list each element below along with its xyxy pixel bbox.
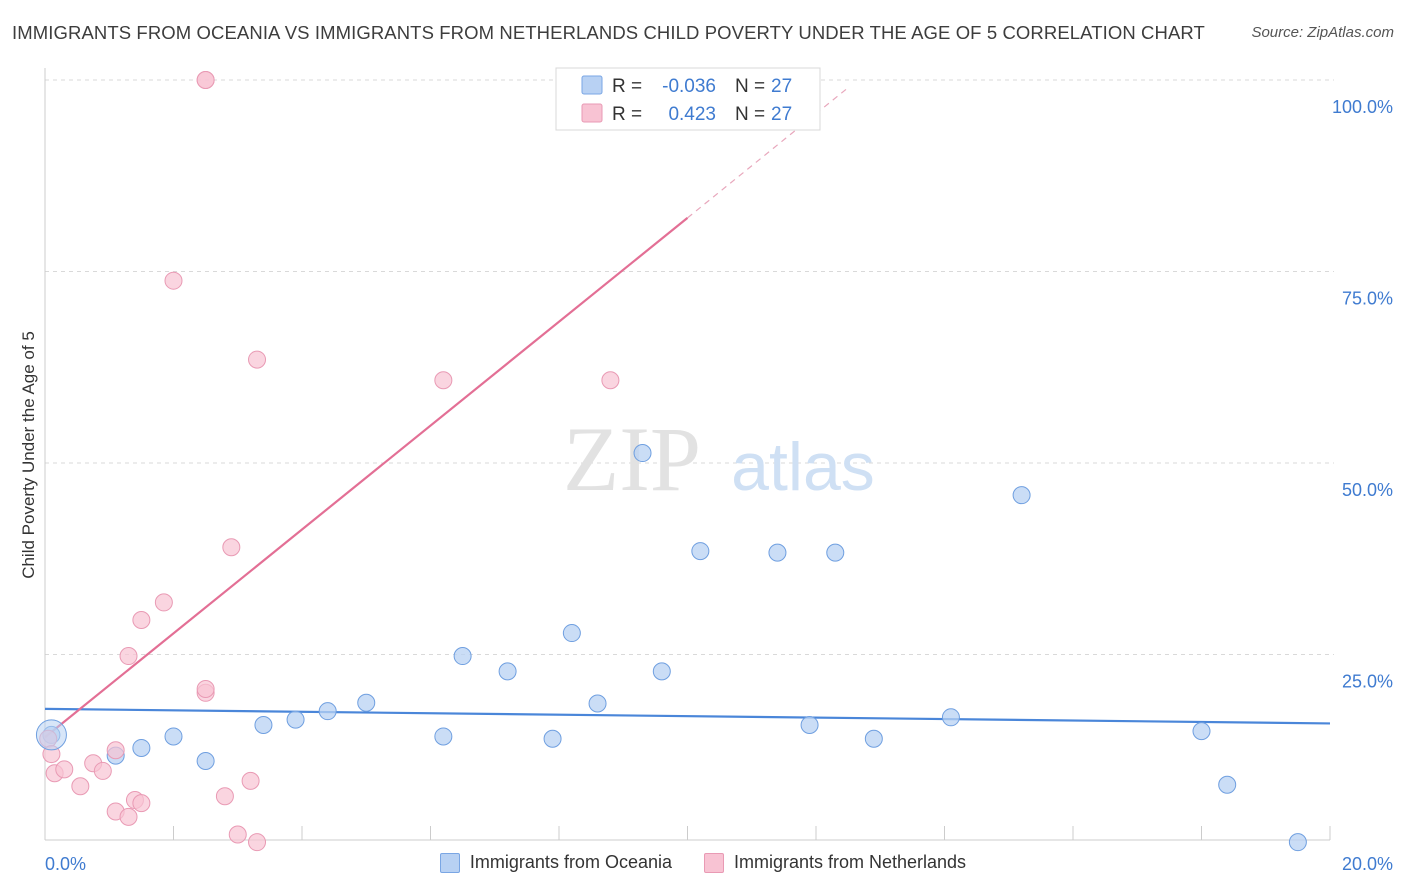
y-tick-label: 75.0% (1342, 289, 1393, 309)
point-netherlands (93, 761, 112, 780)
stats-n-value-pink: 27 (771, 104, 792, 125)
trend-line-oceania (44, 707, 1331, 725)
legend-swatch-netherlands (703, 852, 724, 873)
point-oceania (691, 542, 710, 561)
point-oceania (543, 729, 562, 748)
point-oceania (498, 662, 517, 681)
tick-labels: 25.0% 50.0% 75.0% 100.0% 0.0% 20.0% (45, 97, 1393, 874)
point-netherlands (222, 538, 241, 557)
trend-line-netherlands (44, 217, 689, 739)
point-oceania (633, 444, 652, 463)
point-netherlands (196, 679, 215, 698)
legend-swatch-oceania (439, 852, 460, 873)
x-tick-label: 20.0% (1342, 854, 1393, 874)
stats-n-label-blue: N = (735, 76, 765, 97)
y-axis-label: Child Poverty Under the Age of 5 (19, 331, 38, 579)
stats-r-label-blue: R = (612, 76, 642, 97)
point-netherlands (196, 71, 215, 89)
point-oceania (196, 751, 215, 770)
point-netherlands (228, 825, 247, 844)
x-tick-label: 0.0% (45, 854, 86, 874)
grid-lines (45, 79, 1334, 655)
stats-legend: R = -0.036 N = 27 R = 0.423 N = 27 (555, 67, 821, 131)
point-oceania (254, 715, 273, 734)
point-oceania (318, 702, 337, 721)
trend-lines (44, 87, 1331, 739)
stats-legend-swatch-pink (581, 103, 603, 123)
point-netherlands (248, 833, 267, 852)
point-oceania (357, 693, 376, 712)
trend-line-netherlands-extension (687, 87, 849, 219)
point-netherlands (132, 794, 151, 813)
legend-label-netherlands: Immigrants from Netherlands (733, 852, 967, 872)
point-oceania (800, 715, 819, 734)
point-oceania (453, 647, 472, 666)
point-netherlands (55, 760, 74, 779)
point-oceania (1012, 486, 1031, 505)
point-oceania (652, 662, 671, 681)
chart-source: Source: ZipAtlas.com (1251, 24, 1394, 41)
stats-legend-swatch-blue (581, 75, 603, 95)
point-netherlands (119, 647, 138, 666)
point-netherlands (241, 771, 260, 790)
stats-n-label-pink: N = (735, 104, 765, 125)
point-oceania (768, 543, 787, 562)
point-oceania (1192, 722, 1211, 741)
watermark-zip: ZIP (563, 408, 701, 510)
chart-title: IMMIGRANTS FROM OCEANIA VS IMMIGRANTS FR… (12, 22, 1205, 43)
legend-item-oceania: Immigrants from Oceania (439, 852, 672, 873)
point-netherlands (132, 611, 151, 630)
point-netherlands (106, 741, 125, 760)
series-legend: Immigrants from Oceania Immigrants from … (0, 852, 1406, 873)
point-oceania (1218, 775, 1237, 794)
point-oceania (132, 738, 151, 757)
legend-label-oceania: Immigrants from Oceania (469, 852, 672, 872)
y-tick-label: 25.0% (1342, 672, 1393, 692)
y-tick-label: 100.0% (1332, 97, 1393, 117)
point-oceania (1288, 833, 1307, 852)
point-oceania (286, 710, 305, 729)
point-oceania (826, 543, 845, 562)
point-netherlands (164, 271, 183, 290)
y-tick-label: 50.0% (1342, 480, 1393, 500)
watermark-atlas: atlas (731, 429, 875, 505)
data-points (35, 71, 1307, 852)
point-netherlands (601, 371, 620, 390)
point-netherlands (71, 777, 90, 796)
point-oceania (941, 708, 960, 727)
stats-n-value-blue: 27 (771, 76, 792, 97)
point-netherlands (248, 350, 267, 369)
stats-r-value-blue: -0.036 (662, 76, 716, 97)
point-oceania (434, 727, 453, 746)
point-netherlands (434, 371, 453, 390)
point-oceania (164, 727, 183, 746)
point-oceania-cluster (35, 719, 67, 751)
stats-r-label-pink: R = (612, 104, 642, 125)
point-oceania (562, 624, 581, 643)
point-netherlands (119, 807, 138, 826)
point-netherlands (215, 787, 234, 806)
point-oceania (588, 694, 607, 713)
point-oceania (864, 729, 883, 748)
stats-r-value-pink: 0.423 (668, 104, 716, 125)
legend-item-netherlands: Immigrants from Netherlands (703, 852, 967, 873)
point-netherlands (154, 593, 173, 612)
